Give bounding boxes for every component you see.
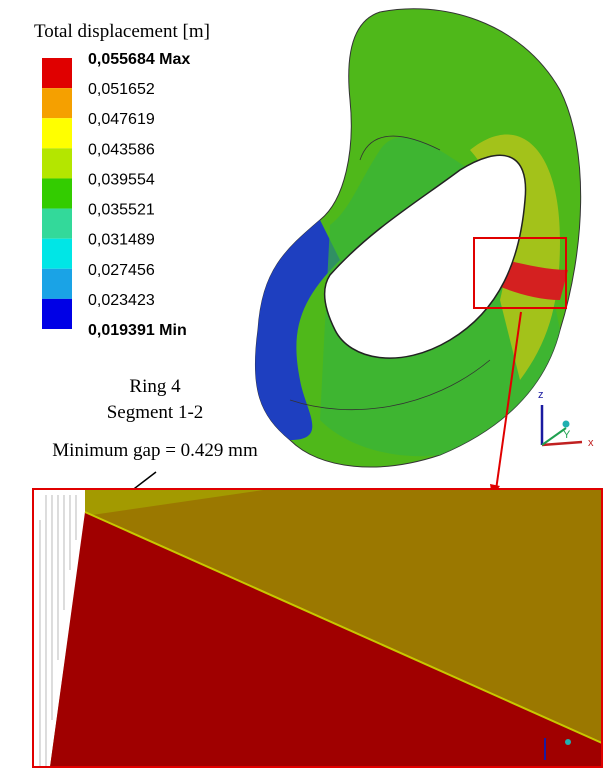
triad-z: z xyxy=(538,389,544,401)
legend-swatch xyxy=(42,148,72,178)
triad-x: x xyxy=(588,437,594,449)
legend-label: 0,039554 xyxy=(88,171,155,188)
legend-swatch xyxy=(42,299,72,329)
axis-triad: z Y x xyxy=(538,389,594,449)
legend-swatch xyxy=(42,88,72,118)
annotation-line: Segment 1-2 xyxy=(107,402,204,423)
annotation-line: Minimum gap = 0.429 mm xyxy=(52,440,258,461)
legend: 0,055684 Max 0,051652 0,047619 0,043586 0,03… xyxy=(42,51,190,339)
legend-label: 0,019391 Min xyxy=(88,322,187,339)
legend-label: 0,043586 xyxy=(88,141,155,158)
legend-label: 0,035521 xyxy=(88,202,155,219)
figure: z Y x Total displacement [m] 0,055684 Ma… xyxy=(0,0,604,772)
legend-swatch xyxy=(42,118,72,148)
legend-label: 0,051652 xyxy=(88,81,155,98)
legend-label: 0,047619 xyxy=(88,111,155,128)
legend-label: 0,023423 xyxy=(88,292,155,309)
legend-swatch xyxy=(42,239,72,269)
legend-label: 0,031489 xyxy=(88,232,155,249)
triad-y: Y xyxy=(563,429,571,441)
annotation-line: Ring 4 xyxy=(129,376,181,397)
legend-swatch xyxy=(42,178,72,208)
torus-model xyxy=(255,9,580,497)
legend-swatch xyxy=(42,269,72,299)
legend-swatch xyxy=(42,58,72,88)
legend-label: 0,055684 Max xyxy=(88,51,190,68)
legend-title: Total displacement [m] xyxy=(34,21,210,42)
legend-swatch xyxy=(42,209,72,239)
zoom-view xyxy=(33,489,602,767)
legend-label: 0,027456 xyxy=(88,262,155,279)
